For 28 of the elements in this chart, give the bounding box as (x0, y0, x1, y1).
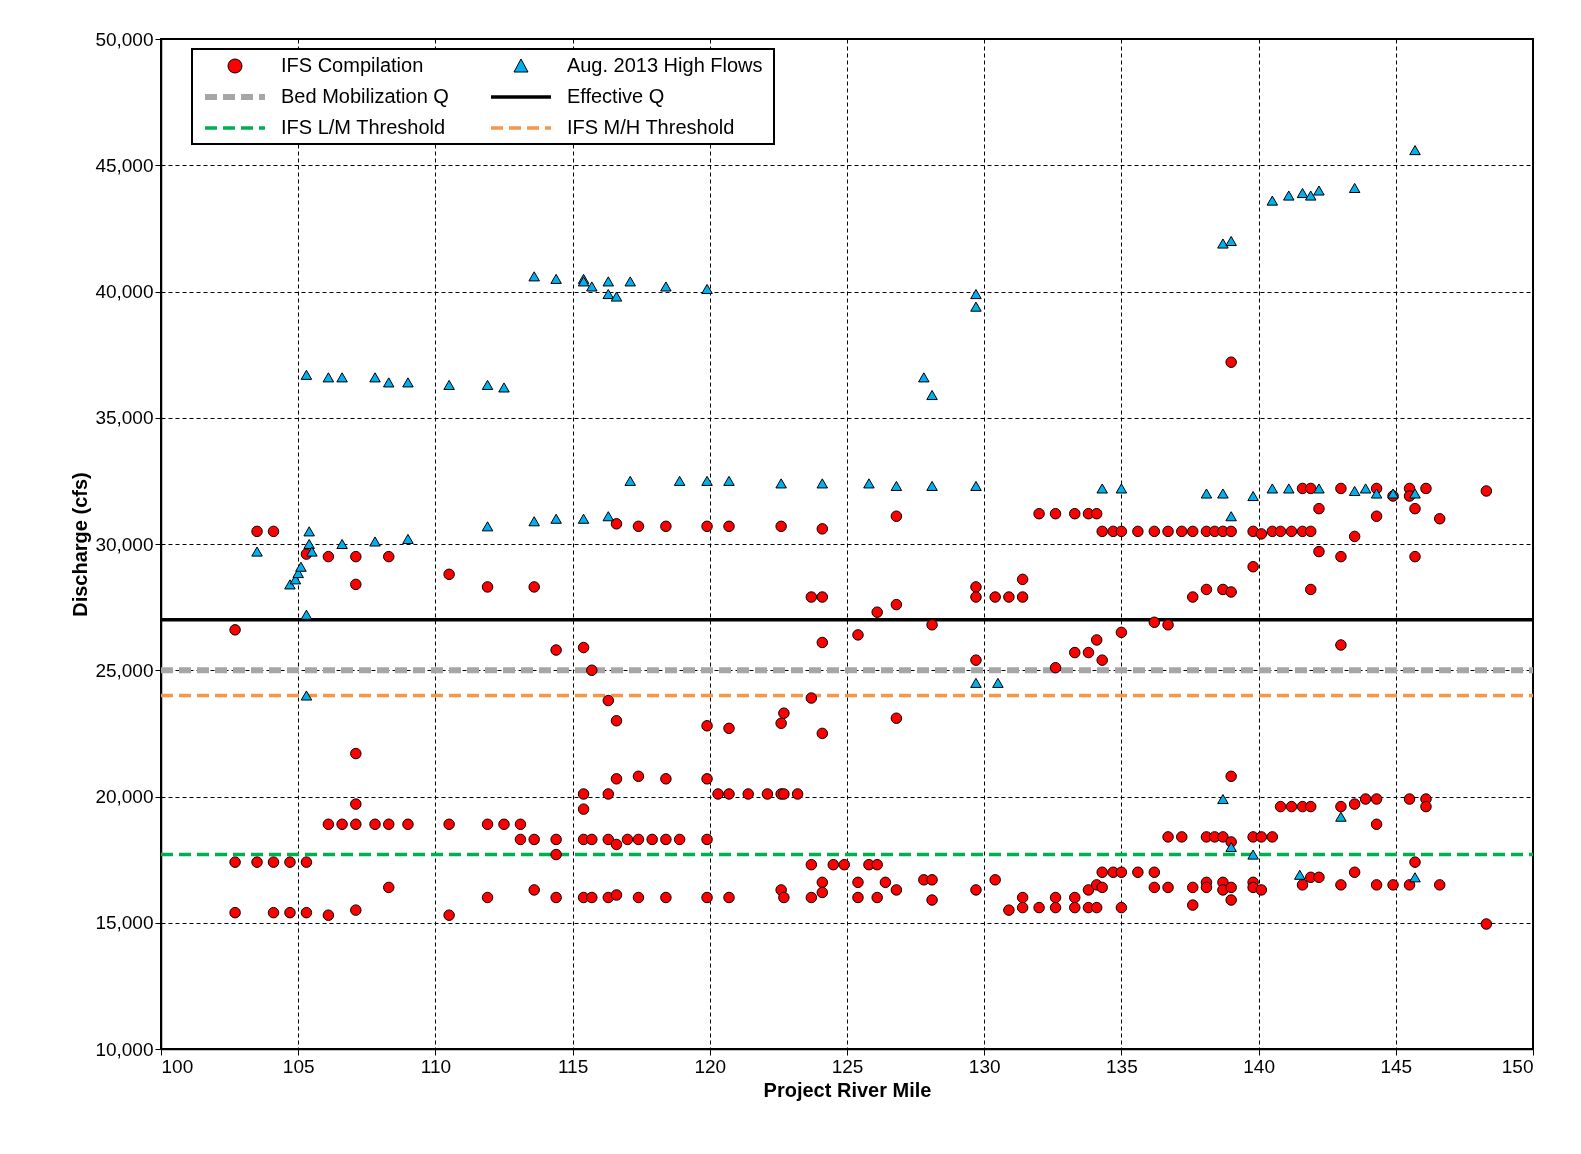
legend-label: Bed Mobilization Q (281, 85, 449, 108)
y-tick-label: 30,000 (95, 533, 154, 555)
y-tick-label: 25,000 (95, 659, 154, 681)
x-tick-label: 130 (968, 1055, 1001, 1077)
x-tick-label: 120 (694, 1055, 727, 1077)
x-tick-label: 150 (1501, 1055, 1534, 1077)
y-tick-label: 10,000 (95, 1038, 154, 1060)
x-tick-label: 145 (1380, 1055, 1413, 1077)
y-axis-title: Discharge (cfs) (69, 472, 92, 617)
x-tick-label: 100 (161, 1055, 194, 1077)
legend-label: IFS L/M Threshold (281, 116, 446, 139)
legend-label: Aug. 2013 High Flows (566, 54, 763, 77)
y-tick-label: 35,000 (95, 407, 154, 429)
y-tick-label: 45,000 (95, 154, 154, 176)
x-tick-label: 110 (420, 1055, 452, 1077)
x-tick-label: 105 (282, 1055, 315, 1077)
y-tick-label: 15,000 (95, 912, 154, 934)
legend-label: IFS M/H Threshold (566, 116, 735, 139)
x-tick-label: 140 (1243, 1055, 1275, 1077)
legend-label: IFS Compilation (281, 54, 424, 77)
y-tick-label: 40,000 (95, 281, 154, 302)
y-tick-label: 50,000 (95, 28, 154, 50)
legend-label: Effective Q (566, 85, 665, 108)
x-tick-label: 135 (1106, 1055, 1138, 1077)
x-tick-label: 115 (557, 1055, 589, 1077)
y-tick-label: 20,000 (95, 786, 154, 807)
x-tick-label: 125 (831, 1055, 864, 1077)
x-axis-title: Project River Mile (763, 1078, 932, 1101)
